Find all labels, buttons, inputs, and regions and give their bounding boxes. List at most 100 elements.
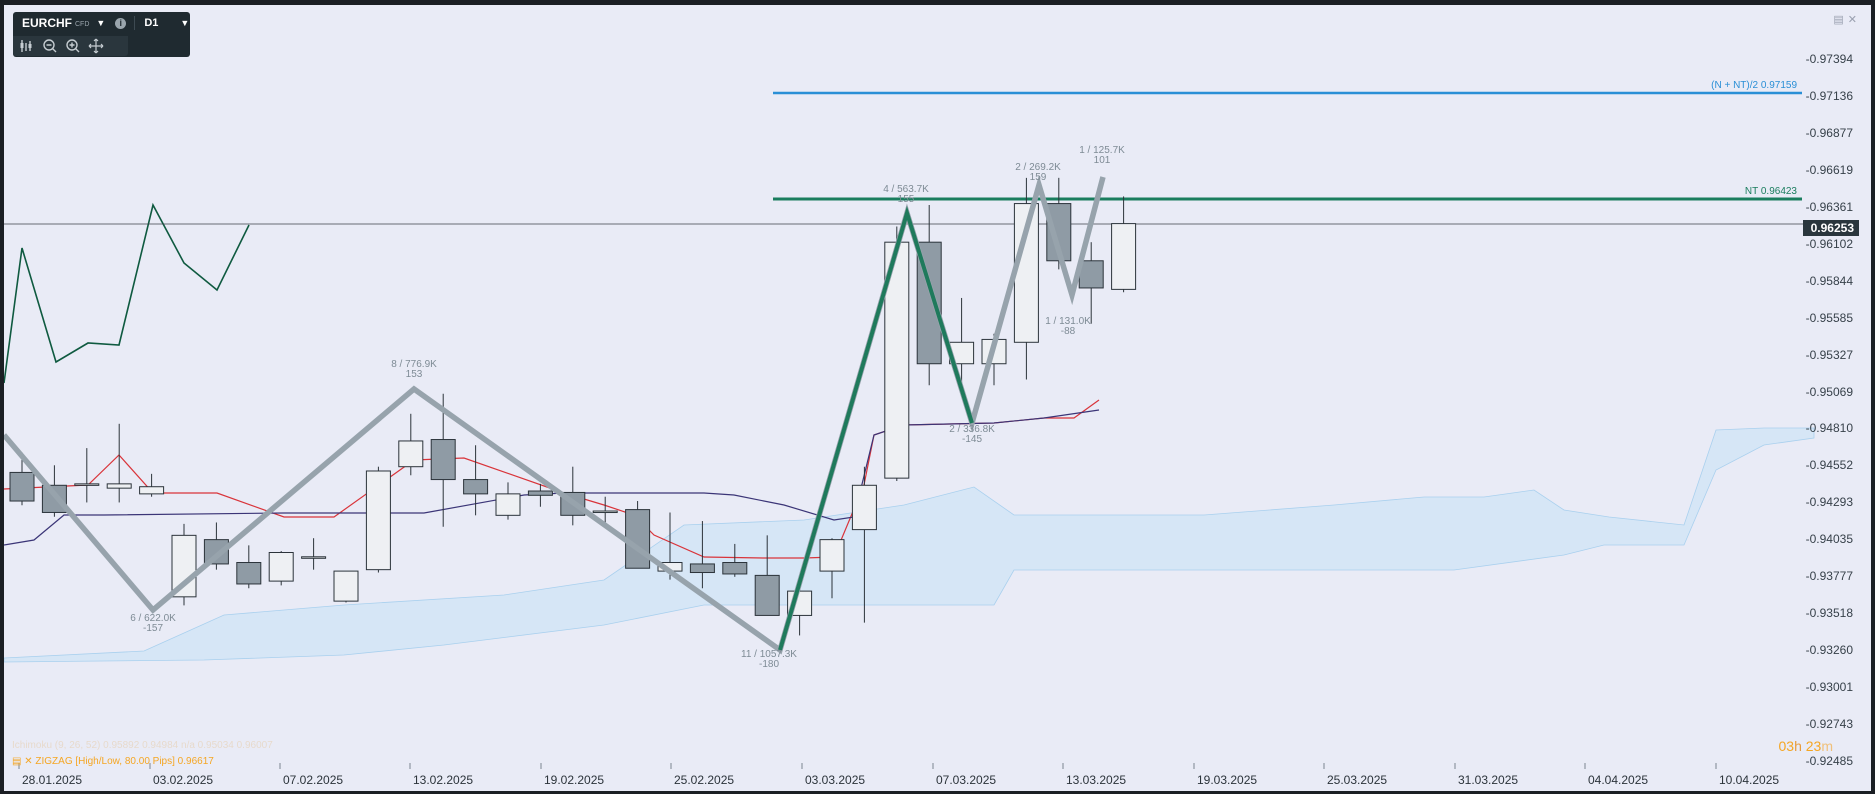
bull-candle — [268, 552, 294, 582]
bull-candle — [398, 440, 424, 468]
price-tick-label: -0.92743 — [1805, 717, 1853, 732]
zigzag-label-pips: 155 — [898, 194, 915, 205]
timeframe-caret-icon[interactable]: ▼ — [180, 18, 190, 28]
bull-candle — [819, 539, 845, 572]
bull-candle — [106, 483, 132, 489]
price-tick-label: -0.94293 — [1805, 495, 1853, 510]
bear-candle — [722, 562, 748, 575]
legend-zigzag-icon: ▤ ✕ — [12, 756, 36, 767]
bear-candle — [236, 562, 262, 585]
price-tick-label: -0.96102 — [1805, 236, 1853, 251]
zoom-out-icon[interactable] — [41, 37, 59, 55]
price-tick-label: -0.93777 — [1805, 569, 1853, 584]
info-icon[interactable]: i — [115, 17, 127, 29]
legend-zigzag-text: ZIGZAG [High/Low, 80.00 Pips] 0.96617 — [35, 756, 214, 767]
zigzag-label-volume: 2 / 336.8K — [949, 424, 995, 435]
bull-candle — [74, 483, 100, 486]
date-tick-label: 07.02.2025 — [283, 773, 344, 787]
price-tick-label: -0.94810 — [1805, 421, 1853, 436]
date-tick-label: 13.02.2025 — [413, 773, 474, 787]
close-icon[interactable]: ✕ — [1847, 14, 1857, 26]
bull-candle — [333, 570, 359, 602]
price-tick-label: -0.94035 — [1805, 532, 1853, 547]
bear-candle — [689, 563, 715, 574]
date-tick-label: 04.04.2025 — [1588, 773, 1649, 787]
zigzag-label-volume: 4 / 563.7K — [883, 184, 929, 195]
zigzag-projection-line — [778, 206, 974, 651]
price-tick-label: -0.93518 — [1805, 606, 1853, 621]
price-tick-label: -0.97394 — [1805, 52, 1853, 66]
crosshair-icon[interactable] — [87, 37, 105, 55]
bar-timer: 03h 23m — [1778, 738, 1833, 754]
bear-candle — [430, 439, 456, 481]
restore-icon[interactable]: ▤ — [1833, 14, 1844, 26]
zigzag-label-pips: -88 — [1061, 326, 1076, 337]
price-tick-label: -0.93260 — [1805, 643, 1853, 658]
chart-type-icon[interactable] — [18, 37, 36, 55]
bear-candle — [1078, 260, 1104, 289]
nt-level-label: NT 0.96423 — [1745, 186, 1798, 197]
toolbar-divider — [134, 16, 136, 30]
bear-candle — [754, 574, 780, 616]
price-tick-label: -0.93001 — [1805, 680, 1853, 695]
zigzag-label-pips: -157 — [143, 623, 163, 634]
chart-toolbar: EURCHF CFD ▼ i D1 ▼ — [13, 12, 190, 57]
window-controls: ▤ ✕ — [1833, 13, 1857, 26]
date-tick-label: 07.03.2025 — [936, 773, 997, 787]
bull-candle — [592, 510, 618, 514]
bull-candle — [301, 556, 327, 559]
symbol-name[interactable]: EURCHF — [22, 16, 72, 30]
date-tick-label: 10.04.2025 — [1719, 773, 1780, 787]
bear-candle — [9, 471, 35, 502]
timeframe-selector[interactable]: D1 — [144, 17, 159, 29]
date-tick-label: 03.03.2025 — [805, 773, 866, 787]
date-tick-label: 03.02.2025 — [153, 773, 214, 787]
caret-down-icon[interactable]: ▼ — [96, 18, 106, 28]
zoom-in-icon[interactable] — [64, 37, 82, 55]
bull-candle — [139, 486, 165, 495]
zigzag — [4, 175, 1106, 655]
bull-candle — [365, 470, 391, 571]
date-tick-label: 13.03.2025 — [1066, 773, 1127, 787]
date-tick-label: 19.02.2025 — [544, 773, 605, 787]
chart-area[interactable]: (N + NT)/2 0.97159 NT 0.96423 6 / 622.0K -… — [4, 5, 1871, 791]
oscillator — [4, 202, 250, 384]
legend-zigzag: ▤ ✕ ZIGZAG [High/Low, 80.00 Pips] 0.9661… — [12, 756, 214, 767]
current-price-badge: 0.96253 — [1803, 220, 1859, 236]
upper-level-label: (N + NT)/2 0.97159 — [1711, 80, 1797, 91]
bear-candle — [463, 479, 489, 495]
date-tick-label: 28.01.2025 — [22, 773, 83, 787]
price-tick-label: -0.96619 — [1805, 162, 1853, 177]
bear-candle — [625, 509, 651, 569]
price-tick-label: -0.96361 — [1805, 199, 1853, 214]
zigzag-label-pips: 159 — [1030, 172, 1047, 183]
legend-ichimoku: Ichimoku (9, 26, 52) 0.95892 0.94984 n/a… — [12, 740, 273, 751]
price-tick-label: -0.97136 — [1805, 88, 1853, 103]
bull-candle — [495, 493, 521, 516]
price-tick-label: -0.92485 — [1805, 754, 1853, 768]
zigzag-label-volume: 1 / 131.0K — [1045, 316, 1091, 327]
date-tick-label: 25.03.2025 — [1327, 773, 1388, 787]
zigzag-label-pips: -145 — [962, 434, 982, 445]
bear-candle — [527, 490, 553, 496]
date-tick-label: 31.03.2025 — [1458, 773, 1519, 787]
price-tick-label: -0.94552 — [1805, 458, 1853, 473]
zigzag-label-pips: 153 — [406, 369, 423, 380]
bull-candle — [1111, 223, 1137, 290]
oscillator-line — [4, 202, 250, 384]
bull-candle — [851, 484, 877, 531]
bear-candle — [41, 484, 67, 513]
zigzag-label-pips: -180 — [759, 659, 779, 670]
zigzag-label-volume: 2 / 269.2K — [1015, 162, 1061, 173]
price-tick-label: -0.95844 — [1805, 273, 1853, 288]
zigzag-label-volume: 8 / 776.9K — [391, 359, 437, 370]
zigzag-label-volume: 11 / 1057.3K — [741, 649, 797, 660]
price-tick-label: -0.95327 — [1805, 347, 1853, 362]
zigzag-label-pips: 101 — [1094, 155, 1111, 166]
symbol-type: CFD — [75, 20, 90, 28]
date-tick-label: 19.03.2025 — [1197, 773, 1258, 787]
price-tick-label: -0.95069 — [1805, 384, 1853, 399]
